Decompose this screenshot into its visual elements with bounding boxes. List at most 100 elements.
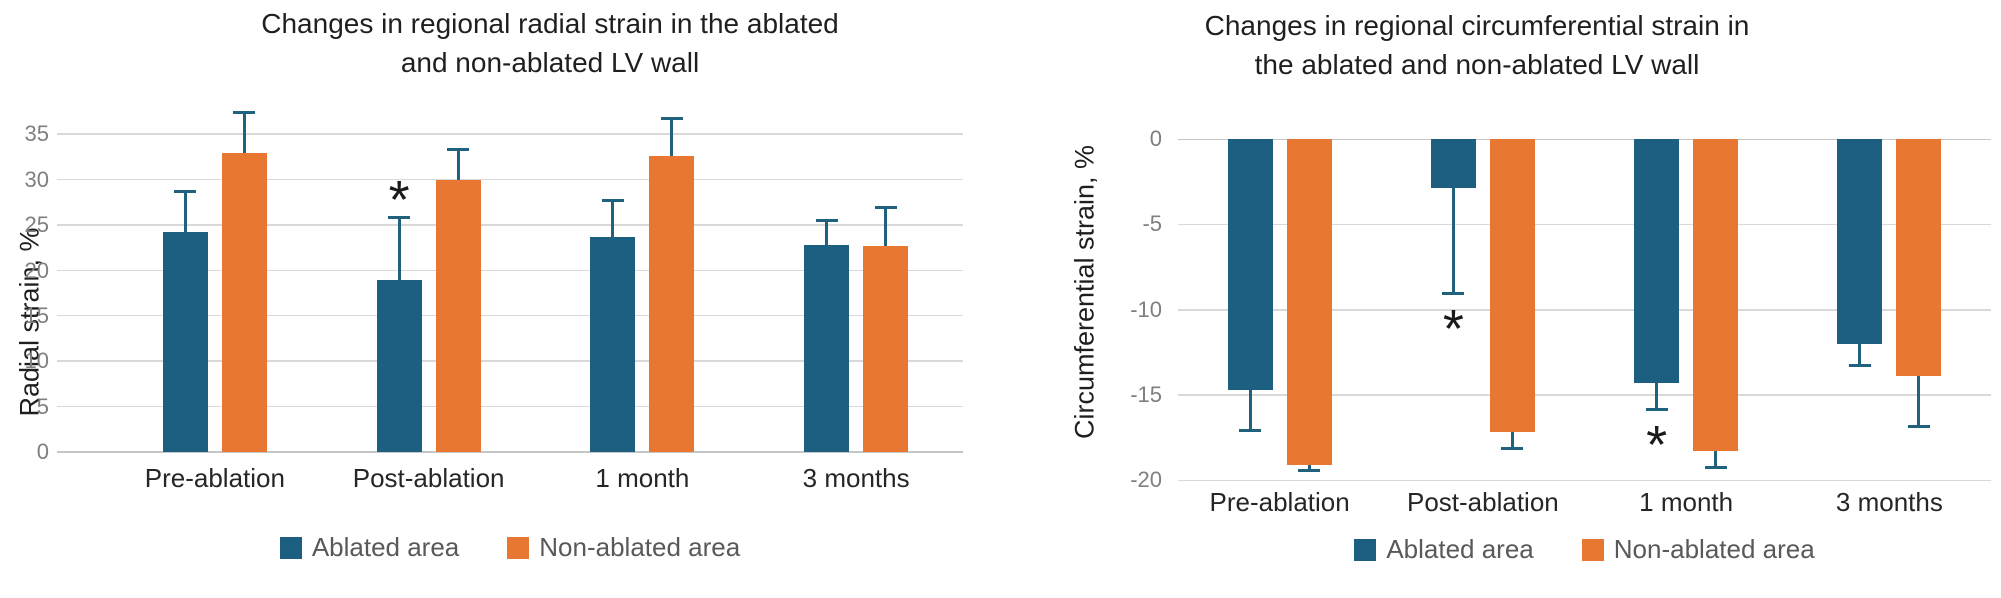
legend-swatch-ablated [1354,538,1377,561]
tick-label: 20 [24,257,49,283]
legend-item-ablated: Ablated area [1354,534,1534,565]
error-bar-whisker [183,190,187,233]
error-bar-whisker [1917,375,1921,428]
plot-area: * [57,89,963,453]
gridline [57,178,963,181]
category-label: 3 months [802,463,910,493]
tick-label: 0 [36,439,49,464]
legend-label-non-ablated: Non-ablated area [539,532,741,562]
bar-non-ablated [435,179,481,452]
category-label: Post-ablation [352,463,505,493]
bar-ablated [1634,139,1680,383]
legend: Ablated area Non-ablated area [1178,534,1991,565]
error-bar-whisker [456,148,460,180]
error-bar-cap [1907,425,1930,429]
tick-label: -5 [1142,211,1162,237]
error-bar-cap [1239,428,1262,432]
tick-label: 10 [24,348,49,374]
tick-label: 35 [24,121,49,147]
error-bar-whisker [611,199,615,237]
gridline [57,360,963,362]
error-bar-cap [1501,447,1524,451]
error-bar-cap [1848,363,1871,367]
category-axis: Pre-ablation Post-ablation 1 month 3 months [1178,486,1991,522]
bar-ablated [376,280,422,452]
error-bar-whisker [1451,188,1455,295]
gridline [1178,479,1991,481]
legend-label-ablated: Ablated area [1386,534,1534,564]
error-bar-cap [174,189,197,193]
tick-label: 0 [1149,126,1162,151]
error-bar-cap [874,205,897,209]
significance-asterisk: * [1646,415,1668,476]
tick-label: 5 [36,393,49,419]
legend-item-non-ablated: Non-ablated area [1581,534,1815,565]
legend-item-non-ablated: Non-ablated area [507,532,740,563]
bar-ablated [804,245,850,452]
category-label: Pre-ablation [144,463,285,493]
significance-asterisk: * [388,169,410,230]
bar-non-ablated [649,156,695,452]
category-label: Post-ablation [1406,487,1559,517]
error-bar-whisker [1714,451,1718,469]
error-bar-cap [388,215,411,219]
error-bar-cap [1298,469,1321,473]
bar-non-ablated [221,152,267,452]
circumferential-strain-chart: Changes in regional circumferential stra… [1001,0,2001,598]
gridline [57,224,963,226]
tick-label: -20 [1130,467,1162,492]
error-bar-whisker [397,216,401,281]
chart-title-line-1: Changes in regional radial strain in the… [261,8,839,39]
gridline [57,314,963,317]
tick-label: -10 [1130,296,1162,322]
error-bar-cap [660,117,683,121]
chart-title-line-2: and non-ablated LV wall [400,47,700,78]
error-bar-cap [1704,466,1727,470]
tick-label: 30 [24,166,49,192]
axis-baseline [57,451,963,453]
bar-ablated [162,232,208,452]
bar-ablated [590,236,636,452]
bar-non-ablated [1286,139,1332,465]
gridline [1178,223,1991,226]
tick-label: -15 [1130,381,1162,407]
bar-non-ablated [1693,139,1739,451]
error-bar-whisker [242,111,246,153]
category-label: 3 months [1835,487,1943,517]
bar-non-ablated [1896,139,1942,376]
error-bar-cap [447,147,470,151]
tick-label: 15 [24,302,49,328]
significance-asterisk: * [1442,299,1464,360]
bar-ablated [1837,139,1883,344]
chart-title-line-2: the ablated and non-ablated LV wall [1254,49,1700,80]
error-bar-cap [233,110,256,114]
bar-ablated [1227,139,1273,390]
error-bar-cap [815,218,838,222]
legend-label-non-ablated: Non-ablated area [1613,534,1815,564]
category-label: 1 month [1639,487,1734,517]
gridline [57,269,963,271]
legend-item-ablated: Ablated area [279,532,459,563]
error-bar-cap [1645,408,1668,412]
error-bar-whisker [670,118,674,157]
gridline [1178,309,1991,311]
chart-title: Changes in regional circumferential stra… [1027,6,1927,84]
plot-area: * * [1178,138,1991,481]
error-bar-whisker [1307,464,1311,472]
category-axis: Pre-ablation Post-ablation 1 month 3 months [108,462,963,498]
error-bar-whisker [825,219,829,246]
category-label: Pre-ablation [1209,487,1350,517]
chart-title: Changes in regional radial strain in the… [100,4,1000,82]
error-bar-whisker [1248,389,1252,431]
tick-label: 25 [24,212,49,238]
chart-title-line-1: Changes in regional circumferential stra… [1204,10,1750,41]
error-bar-cap [601,198,624,202]
y-axis-title: Circumferential strain, % [1069,144,1100,440]
error-bar-whisker [1655,382,1659,411]
bar-non-ablated [863,246,909,452]
legend-swatch-non-ablated [507,536,530,559]
error-bar-whisker [1510,432,1514,450]
legend: Ablated area Non-ablated area [57,532,963,563]
gridline [57,133,963,135]
